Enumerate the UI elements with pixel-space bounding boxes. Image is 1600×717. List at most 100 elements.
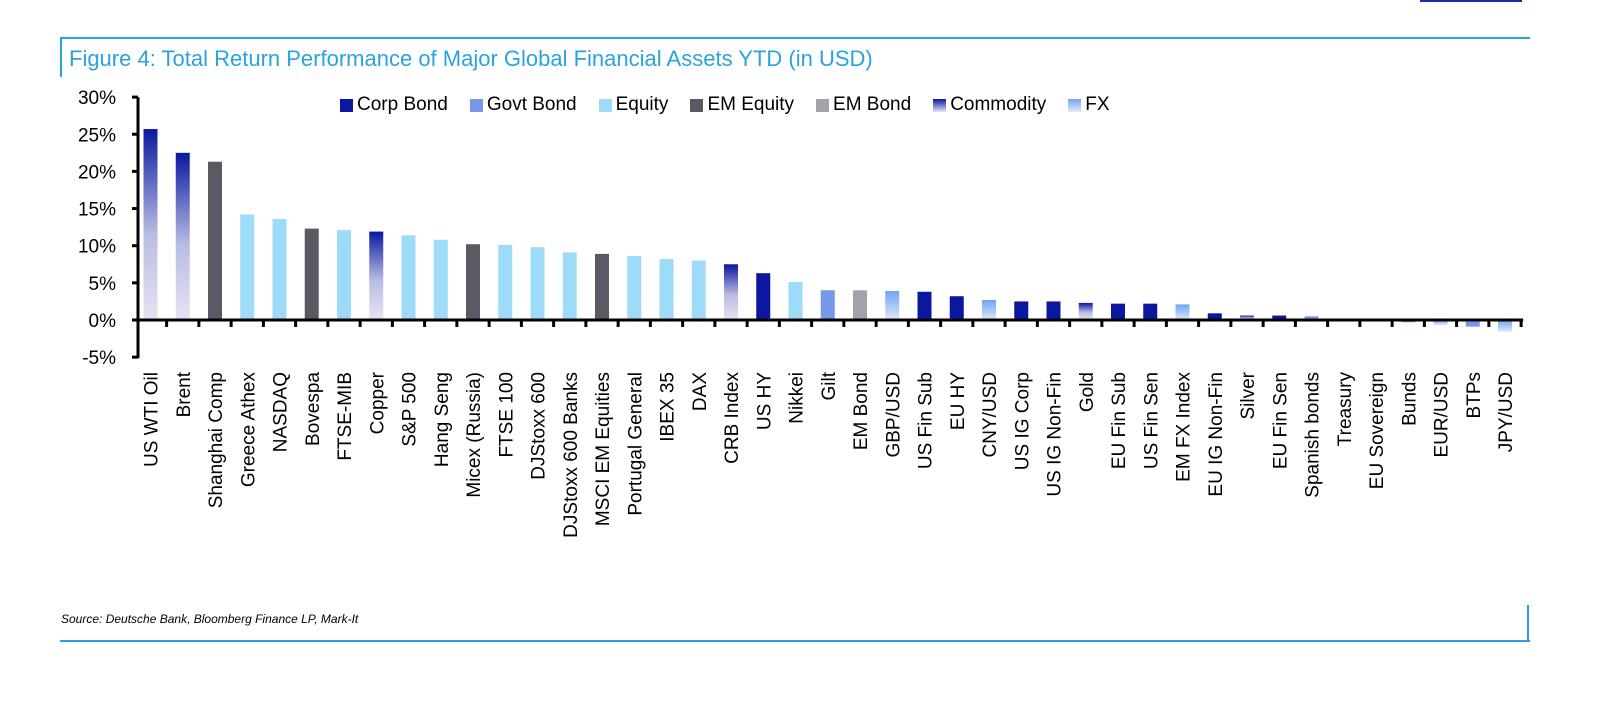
- y-axis: -5% 0% 5% 10% 15% 20% 25% 30%: [78, 88, 140, 369]
- legend-label: EM Equity: [707, 94, 795, 115]
- legend-label: Govt Bond: [486, 94, 577, 115]
- bar: [1143, 303, 1158, 320]
- x-tick-label: US HY: [754, 372, 775, 430]
- x-tick-label: Gold: [1077, 372, 1098, 412]
- bar: [1175, 304, 1190, 320]
- x-tick-label: US Fin Sub: [916, 372, 937, 469]
- bar: [1078, 302, 1093, 320]
- bar: [1046, 301, 1061, 320]
- x-tick-label: Brent: [174, 371, 195, 417]
- bar: [1240, 315, 1254, 320]
- figure-title: Figure 4: Total Return Performance of Ma…: [69, 46, 873, 71]
- x-tick-label: CNY/USD: [980, 372, 1001, 458]
- bar: [1207, 313, 1222, 320]
- y-tick-label: 15%: [78, 200, 116, 221]
- x-tick-label: MSCI EM Equities: [593, 372, 614, 526]
- x-tick-label: Treasury: [1335, 372, 1356, 447]
- bar: [982, 299, 996, 320]
- bar: [530, 247, 545, 320]
- legend-label: Corp Bond: [357, 94, 448, 115]
- legend-item: Commodity: [933, 94, 1046, 116]
- figure-frame-right: [1527, 605, 1529, 642]
- bar: [1498, 320, 1512, 332]
- bar: [885, 291, 900, 320]
- bar: [659, 259, 674, 320]
- bar: [562, 252, 577, 320]
- bar: [272, 218, 287, 320]
- x-tick-label: EM FX Index: [1174, 372, 1195, 482]
- x-tick-label: Shanghai Comp: [206, 372, 227, 508]
- x-tick-label: Spanish bonds: [1303, 372, 1324, 498]
- legend-label: FX: [1085, 94, 1110, 115]
- bar: [1304, 316, 1319, 320]
- x-tick-label: Bovespa: [303, 372, 324, 446]
- legend-item: Corp Bond: [340, 94, 448, 116]
- x-tick-label: FTSE 100: [496, 372, 517, 458]
- bar: [175, 152, 190, 320]
- x-tick-label: CRB Index: [722, 372, 743, 464]
- x-tick-label: FTSE-MIB: [335, 372, 356, 461]
- x-tick-label: EU Fin Sen: [1270, 372, 1291, 469]
- y-tick-label: 0%: [89, 311, 117, 332]
- legend-swatch: [598, 98, 612, 112]
- x-tick-label: NASDAQ: [271, 372, 292, 452]
- x-tick-label: US WTI Oil: [142, 372, 163, 467]
- legend-item: EM Equity: [690, 94, 794, 116]
- bar: [853, 290, 867, 320]
- bar: [1014, 301, 1029, 320]
- x-tick-label: IBEX 35: [658, 372, 679, 442]
- legend-item: FX: [1068, 94, 1110, 116]
- bar: [143, 129, 158, 320]
- legend-swatch: [340, 98, 353, 112]
- bar: [369, 231, 384, 320]
- legend-swatch: [1068, 98, 1082, 112]
- bar: [691, 260, 706, 320]
- bar: [756, 273, 771, 320]
- bars: [143, 129, 1512, 332]
- x-tick-label: Micex (Russia): [464, 372, 485, 498]
- x-tick-label: Hang Seng: [432, 372, 453, 467]
- x-tick-label: EU Sovereign: [1367, 372, 1388, 489]
- x-tick-label: DAX: [690, 372, 711, 411]
- bar: [433, 239, 448, 320]
- legend-swatch: [816, 98, 830, 112]
- bar: [724, 264, 738, 320]
- bar: [1465, 320, 1480, 327]
- x-axis: [138, 318, 1524, 327]
- x-tick-label: Silver: [1238, 371, 1259, 419]
- legend-item: Equity: [598, 94, 668, 116]
- legend-item: Govt Bond: [469, 94, 577, 116]
- legend-label: Commodity: [950, 94, 1047, 115]
- x-tick-label: Gilt: [819, 371, 840, 400]
- y-tick-label: 25%: [78, 125, 116, 146]
- bar: [917, 291, 932, 320]
- x-tick-label: Greece Athex: [238, 372, 259, 488]
- legend-swatch: [933, 98, 947, 112]
- legend-item: EM Bond: [816, 94, 911, 116]
- x-tick-label: JPY/USD: [1496, 372, 1517, 452]
- bar: [627, 256, 642, 320]
- x-tick-label: S&P 500: [400, 372, 421, 447]
- x-tick-label: US IG Non-Fin: [1045, 372, 1066, 497]
- x-tick-label: GBP/USD: [883, 372, 904, 458]
- x-tick-label: Bunds: [1399, 372, 1420, 426]
- x-tick-label: Copper: [367, 371, 388, 434]
- bar: [949, 296, 964, 320]
- legend-swatch: [690, 98, 704, 112]
- bar: [788, 282, 803, 320]
- header-accent-line: [1420, 0, 1522, 2]
- x-tick-label: EU Fin Sub: [1109, 372, 1130, 469]
- bar: [401, 235, 416, 320]
- y-tick-label: 30%: [78, 88, 116, 109]
- bar: [820, 290, 835, 320]
- x-tick-label: US Fin Sen: [1141, 372, 1162, 469]
- bar-chart: -5% 0% 5% 10% 15% 20% 25% 30% US WTI Oil Brent Sh…: [78, 88, 1524, 538]
- x-tick-label: BTPs: [1464, 372, 1485, 418]
- legend-label: EM Bond: [833, 94, 912, 115]
- y-tick-label: 5%: [89, 274, 117, 295]
- x-tick-label: EU IG Non-Fin: [1206, 372, 1227, 497]
- bar: [240, 214, 255, 320]
- x-tick-label: Nikkei: [787, 372, 808, 424]
- bar: [304, 228, 319, 320]
- bar: [208, 161, 222, 320]
